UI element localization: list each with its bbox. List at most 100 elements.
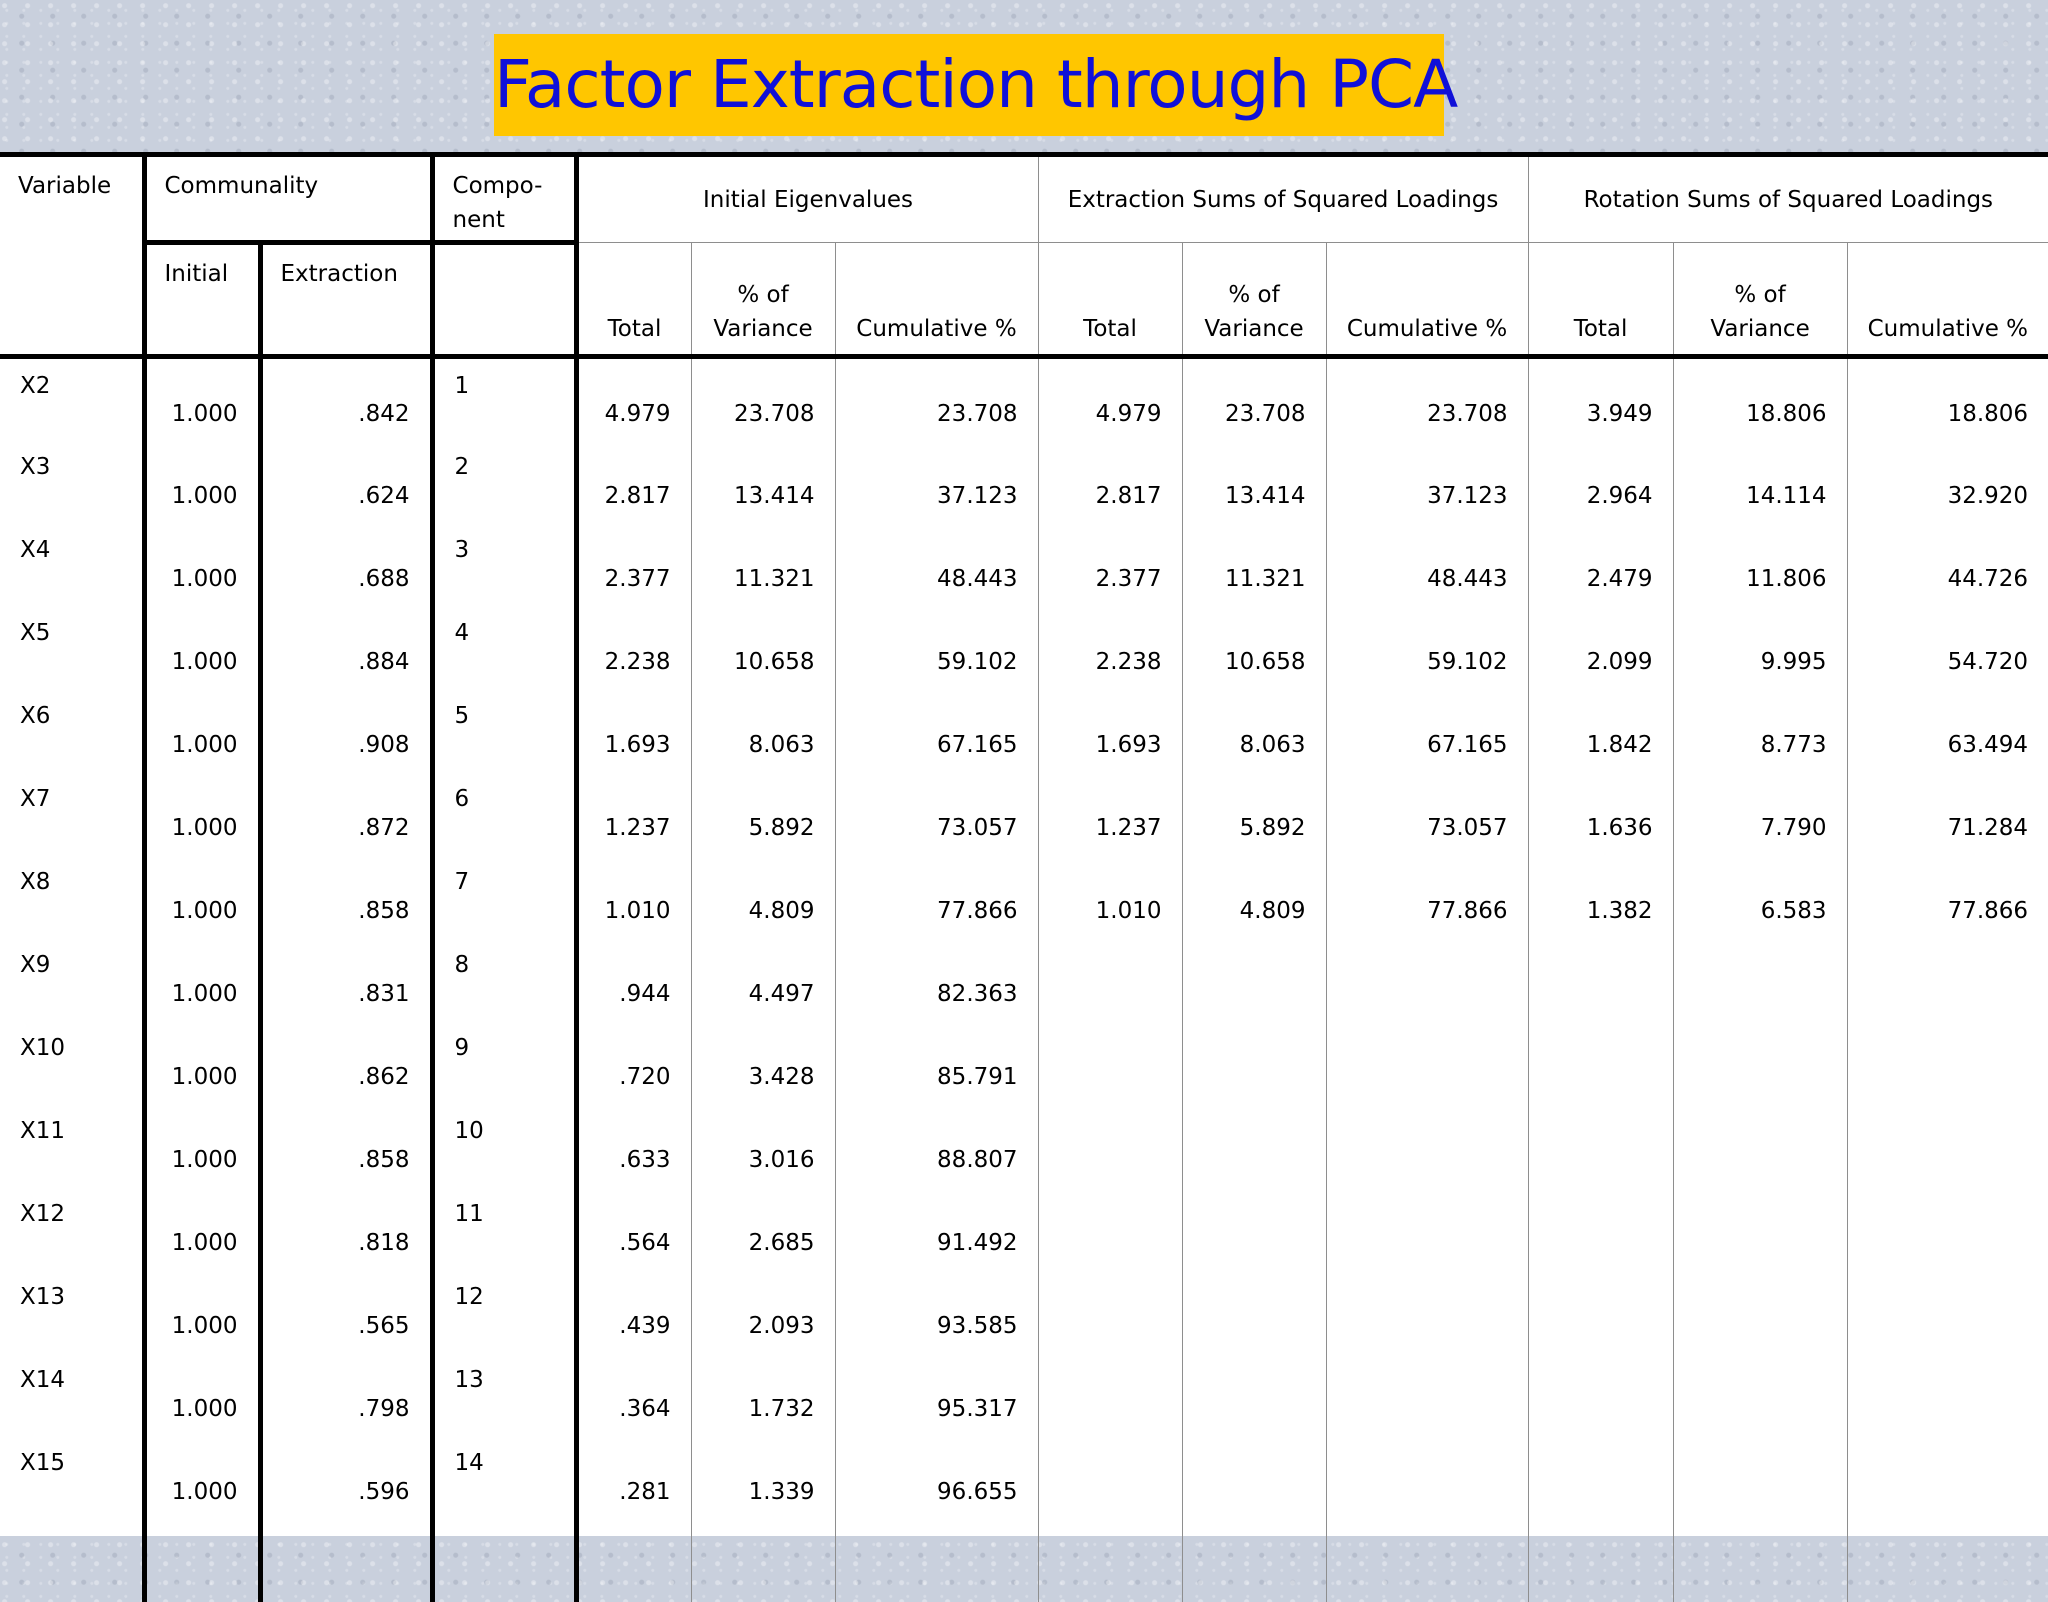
cell-ex-cum: 73.057: [1325, 771, 1529, 855]
table-row: X12 1.000.818 11.564 2.685 91.492: [0, 1186, 2048, 1270]
cell-ex-pct: 11.321: [1181, 522, 1327, 606]
cell-ie-total: .281: [573, 1435, 692, 1519]
header-communality: Communality: [141, 152, 433, 245]
cell-variable: X15: [20, 1449, 66, 1476]
table-row: X6 1.000.908 5 1.693 8.063 67.165 1.693 8.063 67…: [0, 688, 2048, 772]
cell-ro-cum: [1846, 1352, 2048, 1436]
cell-ex-cum: [1325, 937, 1529, 1021]
cell-initial: 1.000: [141, 1352, 260, 1436]
cell-ex-pct: [1181, 1435, 1327, 1519]
cell-ro-cum: [1846, 937, 2048, 1021]
header-ie-cum: Cumulative %: [834, 242, 1039, 359]
cell-ro-pct: 7.790: [1672, 771, 1848, 855]
cell-ie-total: .720: [573, 1020, 692, 1104]
cell-ex-total: [1037, 1352, 1183, 1436]
cell-ex-total: [1037, 1020, 1183, 1104]
cell-ro-total: [1527, 1269, 1674, 1353]
cell-ex-cum: 23.708: [1325, 356, 1529, 440]
cell-ex-cum: [1325, 1352, 1529, 1436]
cell-ie-cum: 82.363: [834, 937, 1039, 1021]
cell-ie-cum: 85.791: [834, 1020, 1039, 1104]
cell-ie-cum: 77.866: [834, 854, 1039, 938]
header-ex-cum: Cumulative %: [1325, 242, 1529, 359]
cell-variable: X2: [20, 373, 51, 399]
cell-ro-cum: 32.920: [1846, 439, 2048, 523]
cell-ex-total: 2.238: [1037, 605, 1183, 689]
cell-ie-total: 1.693: [573, 688, 692, 772]
cell-extraction: .596: [257, 1435, 433, 1519]
header-component-blank: [429, 242, 577, 359]
cell-ie-total: 1.237: [573, 771, 692, 855]
cell-ie-cum: 91.492: [834, 1186, 1039, 1270]
cell-ro-cum: 71.284: [1846, 771, 2048, 855]
header-ro-total: Total: [1527, 242, 1674, 359]
header-component: Compo- nent: [429, 152, 577, 245]
header-variable: Variable: [0, 152, 144, 359]
table-row: X15 1.000.596 14.281 1.339 96.655: [0, 1435, 2048, 1519]
cell-ro-pct: [1672, 937, 1848, 1021]
cell-ro-pct: [1672, 1269, 1848, 1353]
cell-initial: 1.000: [141, 439, 260, 523]
cell-ro-total: [1527, 1435, 1674, 1519]
cell-extraction: .842: [257, 356, 433, 440]
cell-initial: 1.000: [141, 937, 260, 1021]
cell-initial: 1.000: [141, 522, 260, 606]
cell-ie-total: .633: [573, 1103, 692, 1187]
cell-ro-cum: [1846, 1103, 2048, 1187]
cell-ex-total: 1.237: [1037, 771, 1183, 855]
cell-initial: 1.000: [141, 1020, 260, 1104]
cell-ro-cum: 77.866: [1846, 854, 2048, 938]
cell-initial: 1.000: [141, 1103, 260, 1187]
cell-ie-cum: 23.708: [834, 356, 1039, 440]
cell-component: 2: [429, 439, 577, 523]
cell-ie-cum: 59.102: [834, 605, 1039, 689]
cell-ro-cum: 44.726: [1846, 522, 2048, 606]
cell-component: 10: [429, 1103, 577, 1187]
cell-ro-pct: [1672, 1103, 1848, 1187]
cell-component: 5: [429, 688, 577, 772]
cell-initial: 1.000: [141, 1186, 260, 1270]
cell-ro-cum: [1846, 1020, 2048, 1104]
cell-variable: X8: [20, 868, 51, 895]
cell-ro-cum: [1846, 1186, 2048, 1270]
cell-ie-total: 4.979: [573, 356, 692, 440]
cell-ex-total: 1.693: [1037, 688, 1183, 772]
cell-ie-total: 1.010: [573, 854, 692, 938]
cell-ro-total: 1.842: [1527, 688, 1674, 772]
cell-ie-cum: 73.057: [834, 771, 1039, 855]
cell-variable: X14: [20, 1366, 66, 1393]
table-row: X9 1.000.831 8.944 4.497 82.363: [0, 937, 2048, 1021]
cell-extraction: .798: [257, 1352, 433, 1436]
cell-ex-cum: [1325, 1269, 1529, 1353]
cell-initial: 1.000: [141, 1435, 260, 1519]
cell-initial: 1.000: [141, 1269, 260, 1353]
cell-ie-total: 2.817: [573, 439, 692, 523]
cell-ie-pct: 13.414: [690, 439, 836, 523]
cell-initial: 1.000: [141, 854, 260, 938]
cell-ex-pct: [1181, 1269, 1327, 1353]
cell-ex-pct: 23.708: [1181, 356, 1327, 440]
header-rotation-sums: Rotation Sums of Squared Loadings: [1527, 152, 2048, 243]
cell-ex-cum: 67.165: [1325, 688, 1529, 772]
cell-component: 9: [429, 1020, 577, 1104]
cell-ie-pct: 4.497: [690, 937, 836, 1021]
table-row: X13 1.000.565 12.439 2.093 93.585: [0, 1269, 2048, 1353]
cell-variable: X13: [20, 1283, 66, 1310]
cell-ie-pct: 23.708: [690, 356, 836, 440]
table-row: X8 1.000.858 7 1.010 4.809 77.866 1.010 4.809 77…: [0, 854, 2048, 938]
cell-ie-cum: 37.123: [834, 439, 1039, 523]
cell-ro-pct: 6.583: [1672, 854, 1848, 938]
cell-extraction: .565: [257, 1269, 433, 1353]
cell-ex-cum: [1325, 1103, 1529, 1187]
cell-variable: X6: [20, 702, 51, 729]
cell-ex-cum: 37.123: [1325, 439, 1529, 523]
cell-ie-total: .564: [573, 1186, 692, 1270]
cell-extraction: .872: [257, 771, 433, 855]
cell-ex-total: [1037, 1103, 1183, 1187]
cell-ex-pct: 13.414: [1181, 439, 1327, 523]
cell-ro-total: 2.964: [1527, 439, 1674, 523]
cell-ie-pct: 1.339: [690, 1435, 836, 1519]
cell-ie-total: .944: [573, 937, 692, 1021]
cell-ro-total: [1527, 1020, 1674, 1104]
cell-ro-pct: [1672, 1352, 1848, 1436]
